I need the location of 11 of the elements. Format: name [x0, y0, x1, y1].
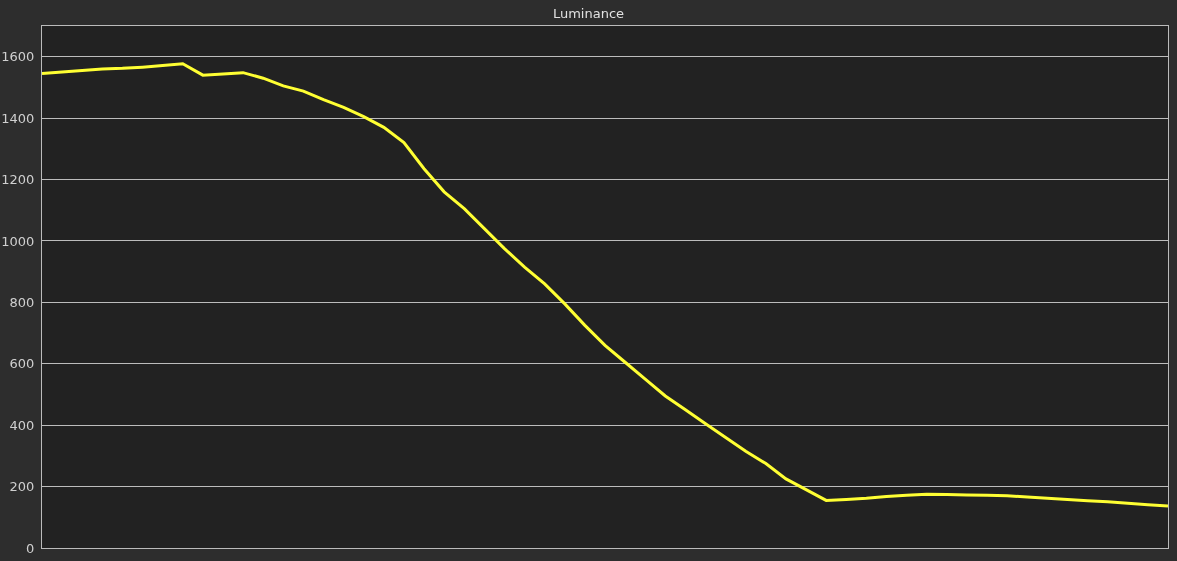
y-tick-label: 600: [9, 356, 35, 372]
y-tick-label: 1200: [1, 172, 35, 188]
y-tick-label: 200: [9, 479, 35, 495]
y-tick-label: 1600: [1, 49, 35, 65]
y-tick-label: 1400: [1, 110, 35, 126]
y-tick-label: 800: [9, 294, 35, 310]
chart-title: Luminance: [552, 5, 625, 21]
y-tick-label: 0: [26, 540, 35, 556]
y-tick-label: 400: [9, 417, 35, 433]
line-series: [42, 62, 1168, 508]
y-tick-label: 1000: [1, 233, 35, 249]
